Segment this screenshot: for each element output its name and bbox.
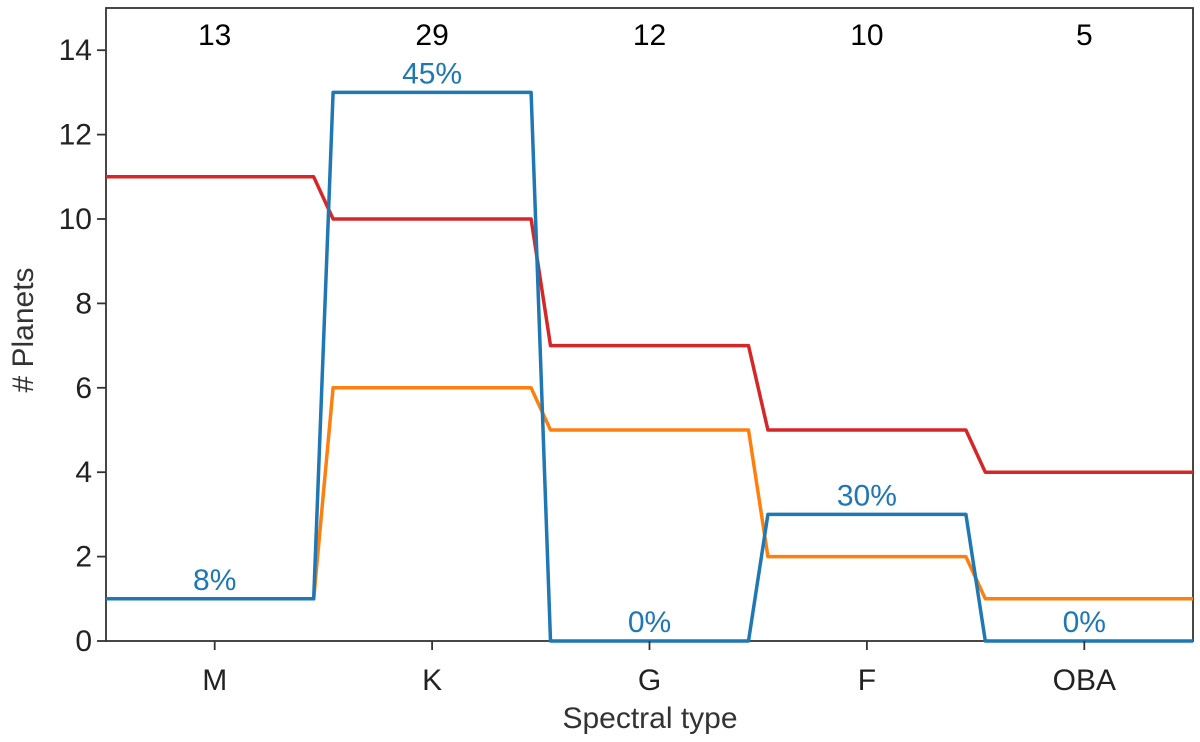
y-tick-label: 0 <box>75 625 92 658</box>
category-count: 12 <box>633 19 666 52</box>
y-axis: 0 2 4 6 8 10 12 14 <box>59 34 106 658</box>
y-tick-label: 4 <box>75 456 92 489</box>
x-tick-label: M <box>202 664 227 697</box>
y-tick-label: 12 <box>59 119 92 152</box>
series-line-3 <box>106 90 1193 643</box>
category-count: 10 <box>850 19 883 52</box>
series-line-2 <box>106 386 1193 601</box>
y-tick-label: 10 <box>59 203 92 236</box>
y-tick-label: 14 <box>59 34 92 67</box>
plot-frame <box>105 7 1194 642</box>
x-tick-label: F <box>858 664 876 697</box>
x-axis: M K G F OBA <box>202 641 1116 697</box>
category-count: 5 <box>1076 19 1093 52</box>
series-layer <box>106 90 1193 643</box>
percentage-label: 45% <box>402 57 462 90</box>
y-tick-label: 6 <box>75 372 92 405</box>
percentage-label: 0% <box>1063 606 1106 639</box>
x-tick-label: G <box>638 664 661 697</box>
percentage-label: 30% <box>837 479 897 512</box>
percentage-label: 8% <box>193 564 236 597</box>
x-tick-label: OBA <box>1053 664 1116 697</box>
percentage-labels: 8% 45% 0% 30% 0% <box>193 57 1106 639</box>
percentage-label: 0% <box>628 606 671 639</box>
x-axis-title: Spectral type <box>562 702 737 735</box>
series-line-1 <box>106 175 1193 474</box>
x-tick-label: K <box>422 664 442 697</box>
category-count: 13 <box>198 19 231 52</box>
axes-frame <box>105 7 1194 642</box>
category-count: 29 <box>415 19 448 52</box>
y-tick-label: 8 <box>75 287 92 320</box>
category-counts: 13 29 12 10 5 <box>198 19 1093 52</box>
y-tick-label: 2 <box>75 541 92 574</box>
y-axis-title: # Planets <box>7 267 40 392</box>
